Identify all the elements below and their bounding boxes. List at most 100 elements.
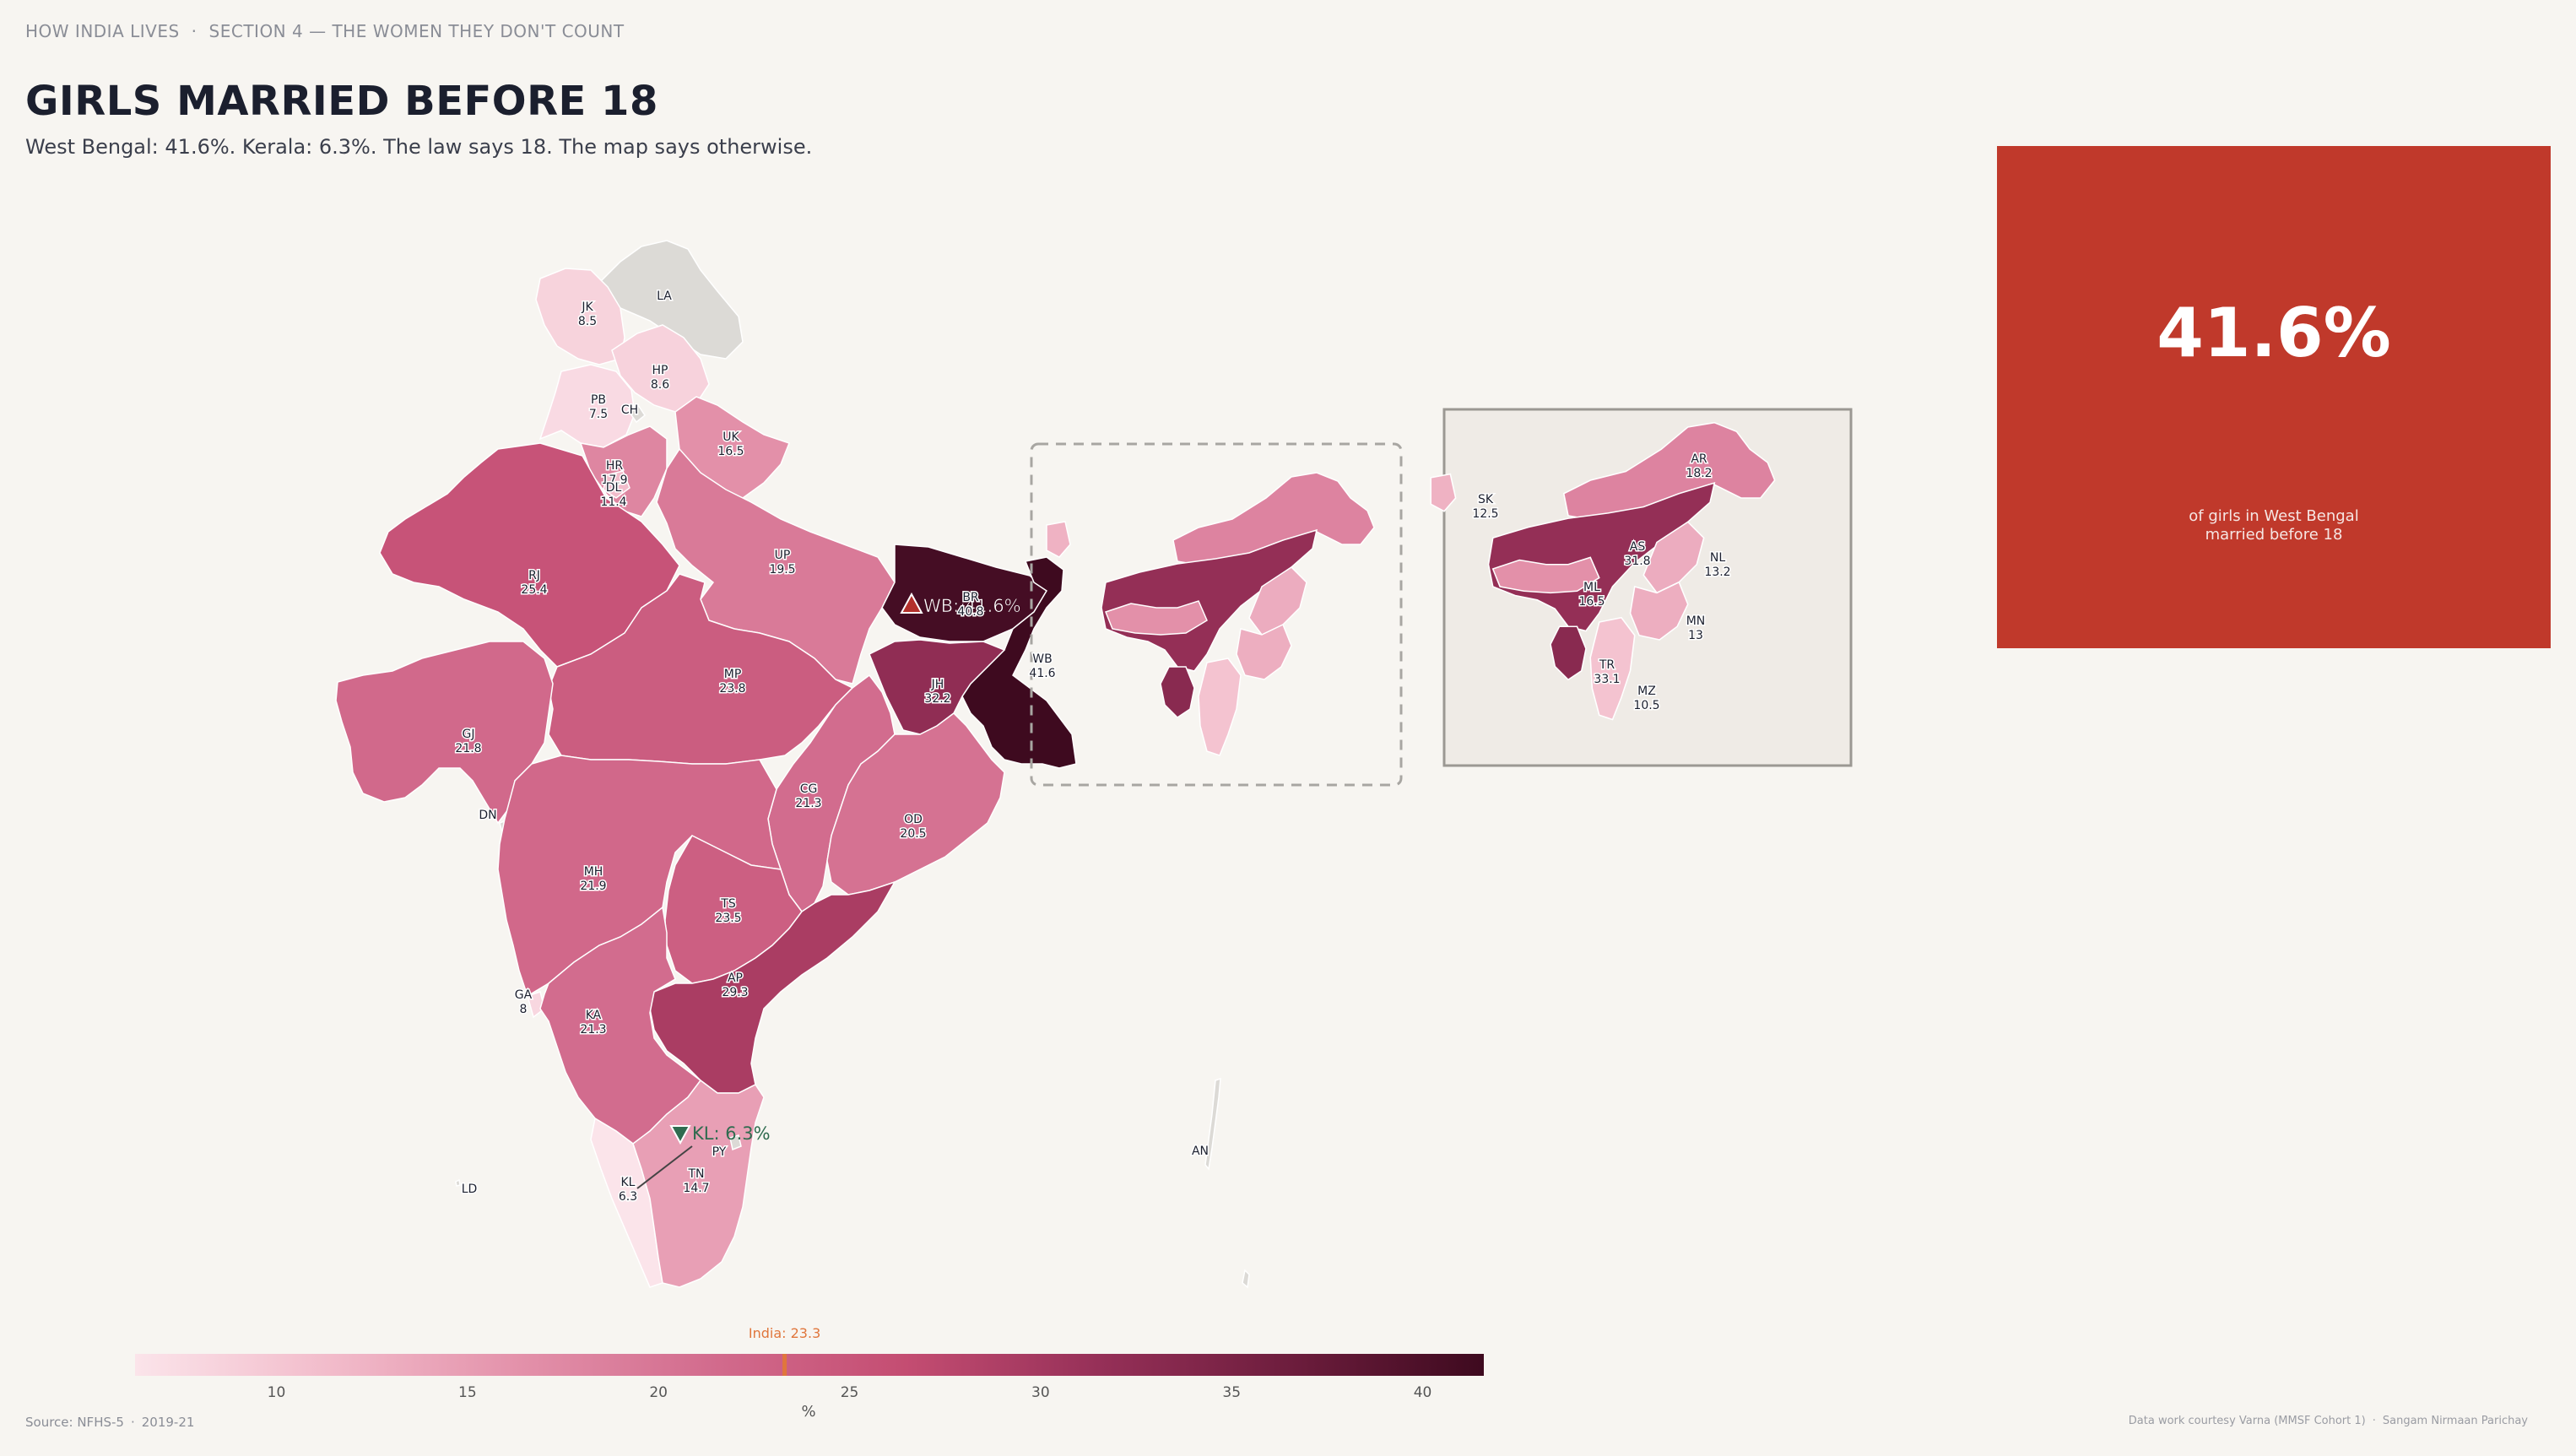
state-value-MP: 23.8	[719, 682, 745, 696]
state-LD[interactable]	[455, 1178, 461, 1187]
state-value-KA: 21.3	[580, 1023, 606, 1037]
state-NL[interactable]	[1248, 566, 1307, 636]
inset-state-MZ[interactable]	[1589, 616, 1636, 721]
state-value-NL: 13.2	[1704, 566, 1730, 579]
state-value-UK: 16.5	[717, 445, 744, 458]
state-value-HR: 17.9	[601, 474, 627, 487]
state-label-LD: LD	[460, 1182, 479, 1198]
state-code-LA: LA	[657, 290, 672, 303]
state-code-AS: AS	[1630, 540, 1646, 554]
source-note: Source: NFHS-5 · 2019-21	[25, 1415, 194, 1430]
state-value-TS: 23.5	[715, 912, 741, 925]
state-GJ[interactable]	[335, 641, 554, 825]
state-code-KA: KA	[586, 1009, 602, 1022]
state-value-TR: 33.1	[1594, 673, 1620, 686]
state-code-TN: TN	[687, 1167, 704, 1181]
state-code-MP: MP	[724, 668, 742, 681]
state-value-MN: 13	[1688, 629, 1703, 642]
state-MN[interactable]	[1236, 623, 1292, 680]
inset-state-SK[interactable]	[1430, 473, 1457, 512]
state-code-KL: KL	[621, 1176, 636, 1189]
state-code-PY: PY	[712, 1145, 727, 1159]
state-TN[interactable]	[632, 1079, 765, 1288]
inset-state-ML[interactable]	[1491, 556, 1600, 594]
inset-state-TR[interactable]	[1550, 625, 1587, 681]
state-MH[interactable]	[497, 755, 782, 998]
state-code-DL: DL	[606, 481, 622, 495]
state-value-AR: 18.2	[1686, 467, 1712, 480]
state-label-AN: AN	[1190, 1144, 1210, 1160]
state-HP[interactable]	[611, 324, 710, 413]
northeast-inset	[1430, 408, 1853, 767]
state-label-LA: LA	[656, 289, 674, 305]
india-average-label: India: 23.3	[749, 1325, 820, 1341]
state-code-UK: UK	[722, 430, 739, 444]
state-label-PB: PB7.5	[587, 392, 609, 423]
inset-state-NL[interactable]	[1642, 521, 1705, 594]
state-KA[interactable]	[539, 906, 702, 1145]
stat-caption: of girls in West Bengal married before 1…	[2189, 507, 2359, 544]
state-CH[interactable]	[626, 404, 647, 424]
state-code-DN: DN	[479, 809, 496, 822]
state-SK[interactable]	[1046, 521, 1071, 558]
state-value-OD: 20.5	[900, 827, 926, 841]
state-JH[interactable]	[869, 639, 1006, 735]
callout-low: KL: 6.3%	[636, 1123, 771, 1189]
state-PY[interactable]	[729, 1134, 742, 1151]
state-label-CH: CH	[620, 403, 639, 419]
state-code-NL: NL	[1710, 551, 1725, 565]
state-code-UP: UP	[775, 549, 791, 562]
state-AS[interactable]	[1101, 528, 1318, 672]
state-value-AP: 29.3	[722, 986, 748, 999]
state-value-PB: 7.5	[589, 408, 608, 421]
section-label: SECTION 4 — THE WOMEN THEY DON'T COUNT	[208, 21, 625, 41]
state-value-WB: 41.6	[1029, 667, 1055, 680]
legend-tick-label: 35	[1222, 1384, 1241, 1401]
state-value-RJ: 25.4	[521, 583, 547, 597]
state-value-SK: 12.5	[1472, 507, 1498, 521]
state-DL[interactable]	[603, 470, 630, 499]
state-value-JK: 8.5	[578, 315, 597, 328]
legend-tick-label: 25	[841, 1384, 859, 1401]
state-code-MH: MH	[584, 865, 603, 879]
state-code-AR: AR	[1691, 452, 1707, 466]
state-code-JK: JK	[581, 300, 593, 314]
state-MZ[interactable]	[1198, 658, 1242, 756]
state-code-GJ: GJ	[463, 728, 475, 741]
state-code-CH: CH	[621, 403, 638, 417]
stat-value: 41.6%	[2157, 294, 2391, 372]
state-UP[interactable]	[656, 447, 896, 685]
state-AP[interactable]	[649, 880, 896, 1094]
state-RJ[interactable]	[379, 442, 680, 668]
inset-state-MN[interactable]	[1629, 581, 1689, 641]
state-OD[interactable]	[826, 712, 1005, 896]
inset-state-AS[interactable]	[1487, 482, 1716, 632]
legend-tick-label: 20	[649, 1384, 668, 1401]
state-AN[interactable]	[1204, 1077, 1250, 1289]
low-callout-label: KL: 6.3%	[692, 1123, 771, 1144]
state-value-TN: 14.7	[683, 1182, 709, 1195]
legend-tick-label: 30	[1031, 1384, 1050, 1401]
state-TR[interactable]	[1160, 666, 1195, 718]
high-callout-label: WB: 41.6%	[923, 596, 1021, 616]
source-label: Source: NFHS-5	[25, 1415, 124, 1430]
india-average-marker	[782, 1354, 787, 1376]
state-ML[interactable]	[1105, 600, 1208, 636]
state-code-AN: AN	[1192, 1145, 1209, 1158]
state-value-JH: 32.2	[924, 692, 950, 706]
state-WB[interactable]	[961, 556, 1077, 769]
state-code-AP: AP	[728, 972, 743, 985]
